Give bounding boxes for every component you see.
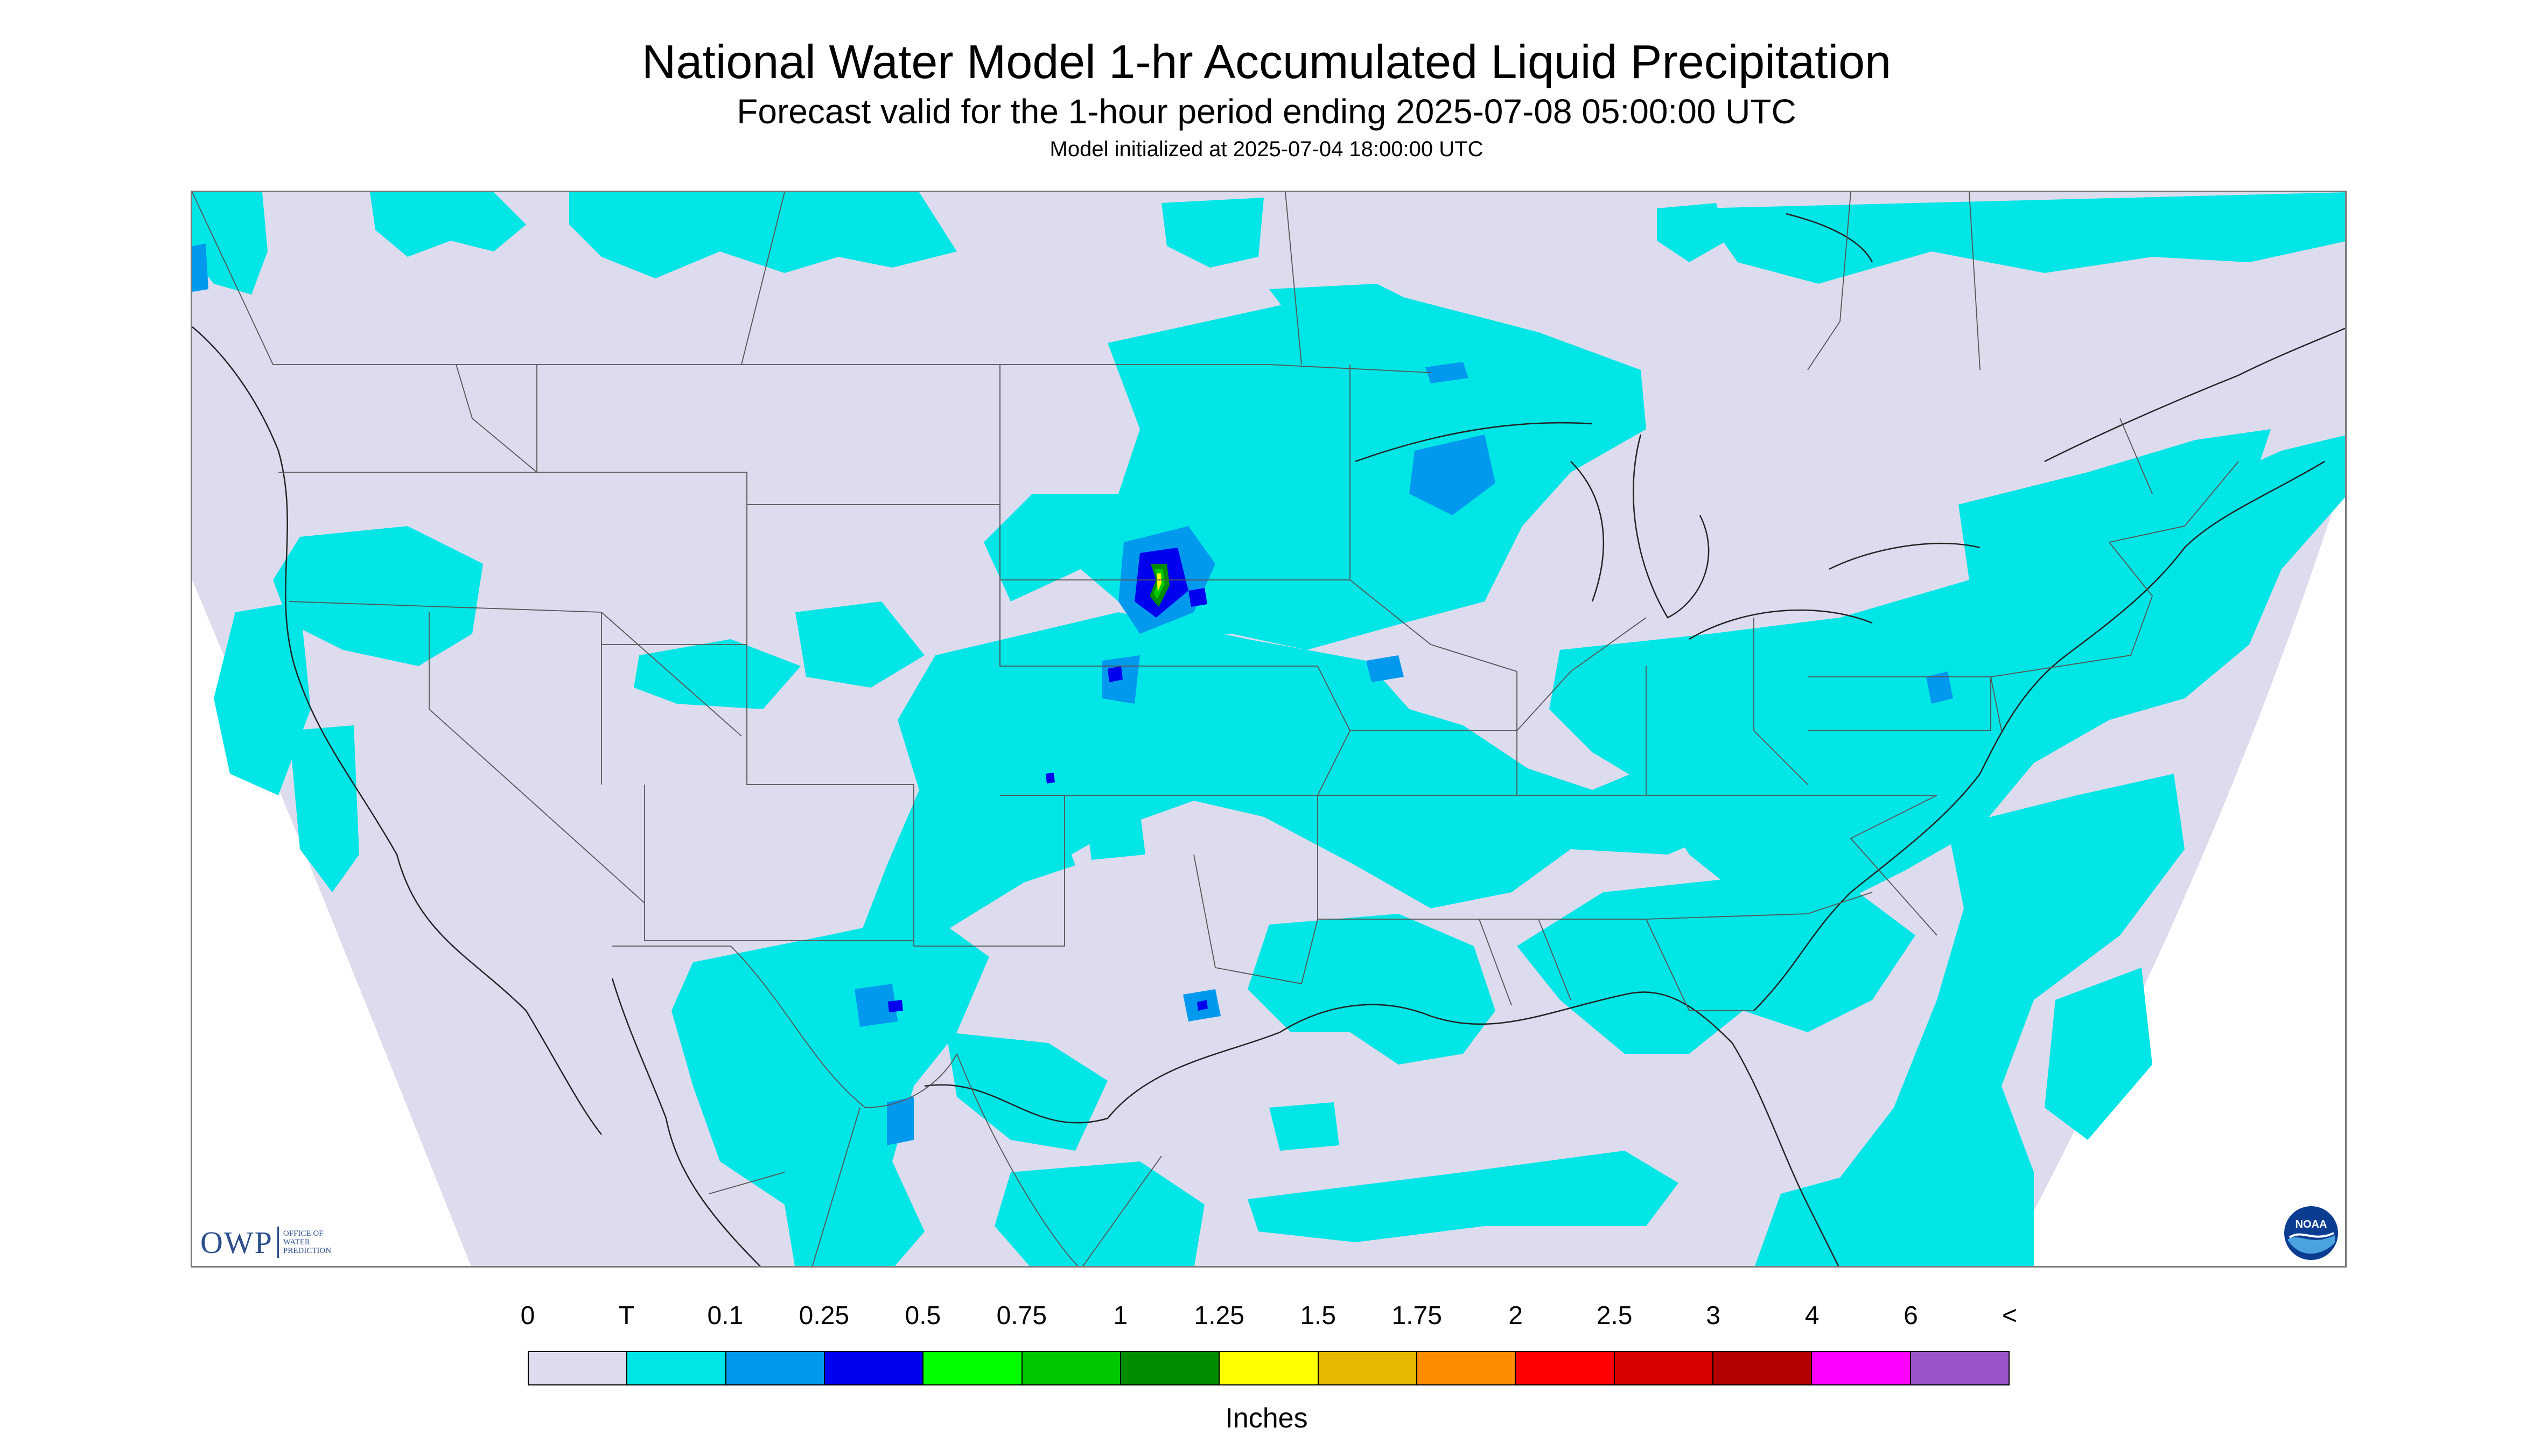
legend-tick-label: 0 — [520, 1301, 535, 1330]
owp-logo-line-3: PREDICTION — [283, 1247, 332, 1255]
map-graphic — [192, 192, 2345, 1266]
legend-swatch — [1417, 1352, 1516, 1384]
legend-swatch — [1713, 1352, 1813, 1384]
legend-tick-label: 0.1 — [707, 1301, 744, 1330]
precip-heavy-core — [1150, 564, 1170, 607]
legend-swatch — [1220, 1352, 1319, 1384]
legend-labels: 0 T 0.1 0.25 0.5 0.75 1 1.25 1.5 1.75 2 2.5 3 4 6 < — [0, 1301, 2533, 1339]
legend-color-bar — [528, 1351, 2010, 1385]
owp-logo: OWP OFFICE OF WATER PREDICTION — [200, 1223, 331, 1261]
legend-swatch — [824, 1352, 924, 1384]
legend-swatch — [923, 1352, 1023, 1384]
owp-logo-line-2: WATER — [283, 1238, 310, 1247]
legend-swatch — [1121, 1352, 1220, 1384]
legend-units: Inches — [1225, 1403, 1308, 1434]
model-init-time: Model initialized at 2025-07-04 18:00:00… — [1049, 137, 1484, 161]
legend-swatch — [1022, 1352, 1121, 1384]
legend-swatch — [726, 1352, 825, 1384]
map-title: National Water Model 1-hr Accumulated Li… — [641, 35, 1892, 88]
legend-swatch — [1812, 1352, 1911, 1384]
legend-tick-label: 0.25 — [799, 1301, 850, 1330]
legend-swatch — [1911, 1352, 2009, 1384]
legend-swatch — [1318, 1352, 1417, 1384]
legend-tick-label: 0.75 — [996, 1301, 1047, 1330]
legend-swatch — [1516, 1352, 1615, 1384]
legend-tick-label: 1 — [1113, 1301, 1128, 1330]
legend-swatch — [627, 1352, 726, 1384]
legend-tick-label: 1.5 — [1300, 1301, 1337, 1330]
noaa-logo: NOAA — [2284, 1206, 2338, 1260]
legend-swatch — [1614, 1352, 1713, 1384]
owp-logo-line-1: OFFICE OF — [283, 1229, 324, 1238]
legend-tick-label: < — [2002, 1301, 2018, 1330]
noaa-logo-text: NOAA — [2296, 1219, 2327, 1230]
legend-tick-label: T — [618, 1301, 635, 1330]
owp-logo-subtext: OFFICE OF WATER PREDICTION — [283, 1229, 331, 1255]
owp-logo-text: OWP — [200, 1224, 273, 1260]
map-subtitle: Forecast valid for the 1-hour period end… — [737, 92, 1796, 131]
legend-tick-label: 2.5 — [1596, 1301, 1633, 1330]
legend-tick-label: 0.5 — [905, 1301, 941, 1330]
legend-tick-label: 1.25 — [1194, 1301, 1244, 1330]
legend-swatch — [529, 1352, 628, 1384]
legend-tick-label: 1.75 — [1391, 1301, 1442, 1330]
legend-tick-label: 4 — [1804, 1301, 1820, 1330]
owp-logo-divider — [277, 1227, 279, 1258]
legend-tick-label: 6 — [1904, 1301, 1918, 1330]
legend-tick-label: 2 — [1508, 1301, 1523, 1330]
precipitation-map — [191, 191, 2347, 1268]
political-boundaries — [192, 192, 2239, 1266]
legend-tick-label: 3 — [1706, 1301, 1720, 1330]
coastlines — [192, 213, 2345, 1266]
